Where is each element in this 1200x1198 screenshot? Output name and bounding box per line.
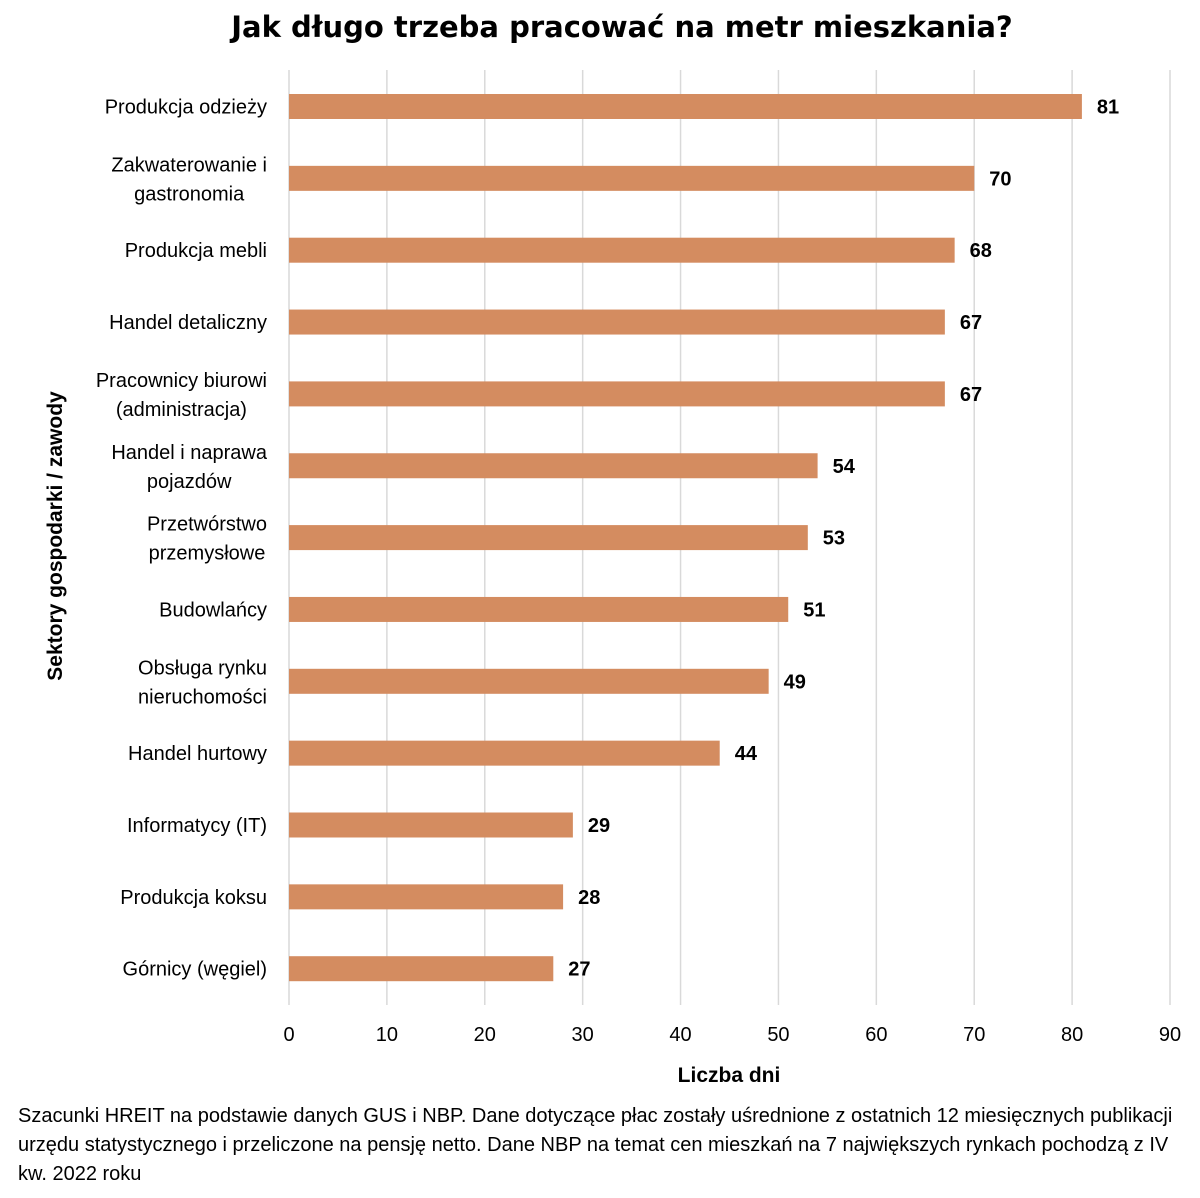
category-label: Zakwaterowanie i gastronomia bbox=[111, 154, 267, 205]
x-tick-label: 0 bbox=[283, 1024, 294, 1046]
data-label: 27 bbox=[568, 959, 590, 981]
category-label: Handel i naprawa pojazdów bbox=[111, 442, 268, 493]
x-tick-label: 60 bbox=[865, 1024, 887, 1046]
category-label-line: Handel i naprawa bbox=[111, 442, 268, 464]
category-label: Informatycy (IT) bbox=[127, 815, 267, 837]
bar bbox=[289, 309, 945, 335]
bar bbox=[289, 884, 564, 910]
x-tick-label: 10 bbox=[376, 1024, 398, 1046]
x-tick-labels: 0 10 20 30 40 50 60 70 80 90 bbox=[283, 1024, 1181, 1046]
category-label-line: Budowlańcy bbox=[159, 599, 267, 621]
category-label: Górnicy (węgiel) bbox=[123, 959, 267, 981]
bar bbox=[289, 381, 945, 407]
data-label: 70 bbox=[989, 168, 1011, 190]
category-label-line: (administracja) bbox=[116, 399, 247, 421]
data-label: 67 bbox=[960, 312, 982, 334]
data-label: 68 bbox=[970, 240, 992, 262]
category-label-line: Produkcja mebli bbox=[125, 240, 267, 262]
bar bbox=[289, 165, 975, 191]
bar bbox=[289, 94, 1082, 119]
data-label: 54 bbox=[833, 456, 856, 478]
category-label-line: gastronomia bbox=[134, 183, 245, 205]
bar bbox=[289, 740, 720, 766]
category-label-line: Handel detaliczny bbox=[109, 312, 267, 334]
x-tick-label: 40 bbox=[669, 1024, 691, 1046]
bars bbox=[289, 94, 1082, 982]
category-label-line: Obsługa rynku bbox=[138, 657, 267, 679]
category-label: Obsługa rynku nieruchomości bbox=[138, 657, 267, 708]
bar bbox=[289, 525, 808, 551]
bar-chart: Jak długo trzeba pracować na metr mieszk… bbox=[44, 10, 1181, 1087]
category-label-line: Handel hurtowy bbox=[128, 743, 267, 765]
y-axis-title: Sektory gospodarki / zawody bbox=[44, 391, 67, 681]
bar bbox=[289, 812, 573, 838]
category-label: Produkcja mebli bbox=[125, 240, 267, 262]
bar bbox=[289, 596, 789, 622]
data-label: 49 bbox=[784, 671, 806, 693]
category-label-line: Górnicy (węgiel) bbox=[123, 959, 267, 981]
category-label-line: Pracownicy biurowi bbox=[96, 370, 267, 392]
category-label: Handel detaliczny bbox=[109, 312, 267, 334]
category-label-line: nieruchomości bbox=[138, 686, 267, 708]
category-label: Handel hurtowy bbox=[128, 743, 267, 765]
bar bbox=[289, 237, 955, 263]
x-tick-label: 70 bbox=[963, 1024, 985, 1046]
x-tick-label: 50 bbox=[767, 1024, 789, 1046]
data-label: 53 bbox=[823, 528, 845, 550]
source-footnote: Szacunki HREIT na podstawie danych GUS i… bbox=[18, 1105, 1173, 1185]
x-tick-label: 20 bbox=[474, 1024, 496, 1046]
category-label: Produkcja odzieży bbox=[105, 97, 267, 119]
x-tick-label: 80 bbox=[1061, 1024, 1083, 1046]
data-label: 67 bbox=[960, 384, 982, 406]
data-labels: 81 70 68 67 67 54 53 51 49 44 29 28 27 bbox=[568, 97, 1119, 981]
x-tick-label: 90 bbox=[1159, 1024, 1181, 1046]
category-label: Przetwórstwo przemysłowe bbox=[147, 514, 267, 565]
category-label-line: Informatycy (IT) bbox=[127, 815, 267, 837]
bar bbox=[289, 956, 554, 982]
category-label-line: Przetwórstwo bbox=[147, 514, 267, 536]
category-label-line: przemysłowe bbox=[149, 543, 266, 565]
data-label: 44 bbox=[735, 743, 758, 765]
bar bbox=[289, 668, 769, 694]
category-label: Produkcja koksu bbox=[120, 887, 267, 909]
category-label: Pracownicy biurowi (administracja) bbox=[96, 370, 267, 421]
data-label: 29 bbox=[588, 815, 610, 837]
data-label: 81 bbox=[1097, 97, 1119, 119]
data-label: 28 bbox=[578, 887, 600, 909]
category-label: Budowlańcy bbox=[159, 599, 267, 621]
bar bbox=[289, 453, 818, 479]
category-label-line: Zakwaterowanie i bbox=[111, 154, 267, 176]
x-tick-label: 30 bbox=[572, 1024, 594, 1046]
chart-title: Jak długo trzeba pracować na metr mieszk… bbox=[229, 10, 1012, 44]
category-label-line: Produkcja odzieży bbox=[105, 97, 267, 119]
data-label: 51 bbox=[803, 599, 825, 621]
category-label-line: Produkcja koksu bbox=[120, 887, 267, 909]
x-axis-title: Liczba dni bbox=[678, 1064, 781, 1087]
category-labels: Produkcja odzieży Zakwaterowanie i gastron… bbox=[96, 97, 268, 981]
category-label-line: pojazdów bbox=[147, 471, 232, 493]
